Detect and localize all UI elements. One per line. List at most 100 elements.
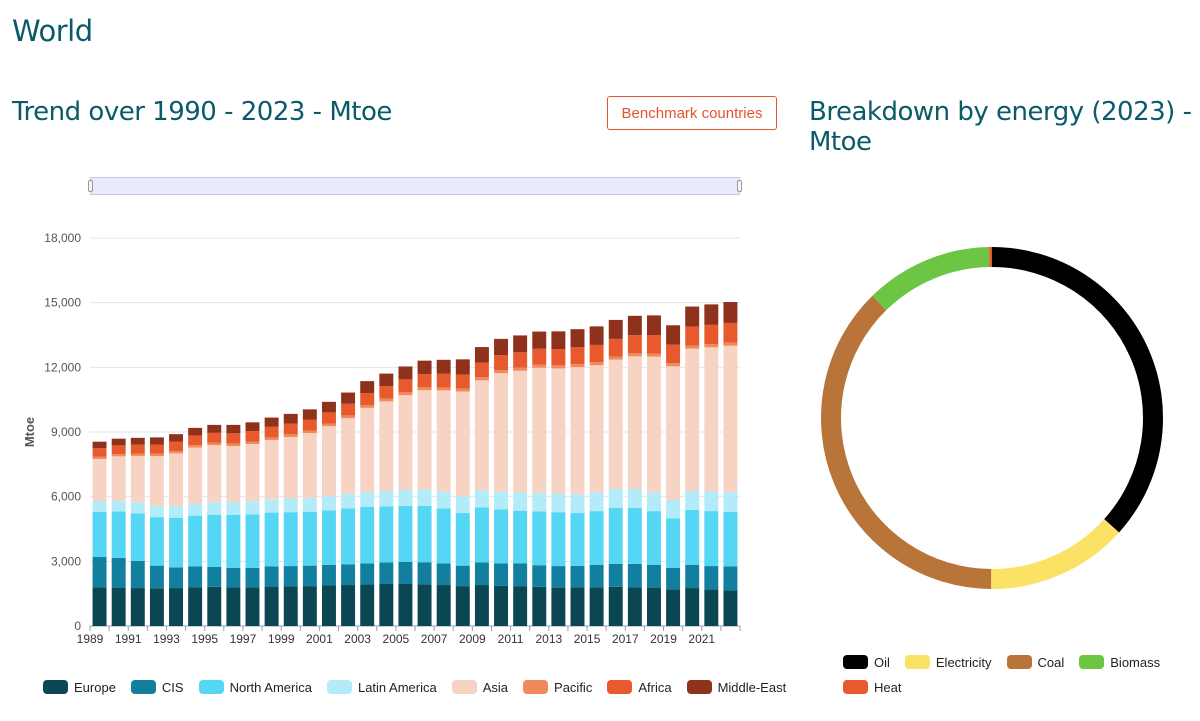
bar-segment-middle-east[interactable] xyxy=(685,306,700,327)
bar-segment-asia[interactable] xyxy=(245,444,260,502)
bar-segment-middle-east[interactable] xyxy=(646,315,661,335)
bar-segment-asia[interactable] xyxy=(226,446,241,503)
bar-segment-middle-east[interactable] xyxy=(494,338,509,356)
legend-item-asia[interactable]: Asia xyxy=(451,679,508,695)
bar-segment-africa[interactable] xyxy=(551,349,566,366)
time-range-slider[interactable] xyxy=(88,177,742,195)
bar-segment-europe[interactable] xyxy=(92,587,107,626)
bar-segment-europe[interactable] xyxy=(302,586,317,626)
bar-segment-cis[interactable] xyxy=(302,565,317,587)
bar-segment-africa[interactable] xyxy=(207,432,222,443)
bar-segment-africa[interactable] xyxy=(302,419,317,431)
bar-segment-asia[interactable] xyxy=(685,348,700,491)
bar-segment-pacific[interactable] xyxy=(283,434,298,437)
bar-segment-middle-east[interactable] xyxy=(226,424,241,434)
bar-segment-middle-east[interactable] xyxy=(532,331,547,349)
bar-segment-europe[interactable] xyxy=(513,586,528,626)
bar-segment-middle-east[interactable] xyxy=(283,413,298,424)
bar-segment-africa[interactable] xyxy=(608,338,623,357)
bar-segment-pacific[interactable] xyxy=(169,450,184,454)
bar-segment-pacific[interactable] xyxy=(92,456,107,459)
bar-segment-africa[interactable] xyxy=(341,403,356,416)
bar-segment-pacific[interactable] xyxy=(723,342,738,346)
bar-segment-north-america[interactable] xyxy=(149,517,164,566)
bar-segment-asia[interactable] xyxy=(149,456,164,506)
bar-segment-north-america[interactable] xyxy=(92,511,107,558)
bar-segment-middle-east[interactable] xyxy=(666,325,681,345)
bar-segment-middle-east[interactable] xyxy=(264,417,279,427)
bar-segment-pacific[interactable] xyxy=(513,367,528,371)
bar-segment-cis[interactable] xyxy=(723,566,738,591)
legend-item-oil[interactable]: Oil xyxy=(843,654,890,670)
bar-segment-latin-america[interactable] xyxy=(646,492,661,512)
donut-slice-coal[interactable] xyxy=(821,295,992,589)
bar-segment-africa[interactable] xyxy=(704,324,719,345)
bar-segment-latin-america[interactable] xyxy=(551,493,566,513)
bar-segment-africa[interactable] xyxy=(92,448,107,457)
bar-segment-africa[interactable] xyxy=(494,355,509,371)
bar-segment-cis[interactable] xyxy=(207,566,222,587)
legend-item-biomass[interactable]: Biomass xyxy=(1079,654,1160,670)
bar-segment-africa[interactable] xyxy=(685,326,700,346)
bar-segment-latin-america[interactable] xyxy=(494,491,509,510)
bar-segment-cis[interactable] xyxy=(494,563,509,586)
bar-segment-middle-east[interactable] xyxy=(149,437,164,445)
bar-segment-latin-america[interactable] xyxy=(417,489,432,506)
bar-segment-europe[interactable] xyxy=(398,583,413,626)
bar-segment-cis[interactable] xyxy=(130,560,145,589)
legend-item-latin-america[interactable]: Latin America xyxy=(326,679,437,695)
bar-segment-middle-east[interactable] xyxy=(360,381,375,393)
bar-segment-europe[interactable] xyxy=(436,585,451,626)
bar-segment-europe[interactable] xyxy=(188,587,203,626)
bar-segment-north-america[interactable] xyxy=(513,510,528,564)
bar-segment-africa[interactable] xyxy=(666,344,681,364)
bar-segment-africa[interactable] xyxy=(455,374,470,389)
bar-segment-pacific[interactable] xyxy=(379,398,394,402)
legend-item-cis[interactable]: CIS xyxy=(130,679,184,695)
bar-segment-north-america[interactable] xyxy=(646,511,661,565)
bar-segment-cis[interactable] xyxy=(341,564,356,586)
bar-segment-latin-america[interactable] xyxy=(283,498,298,513)
bar-segment-north-america[interactable] xyxy=(666,518,681,568)
legend-item-pacific[interactable]: Pacific xyxy=(523,679,592,695)
bar-segment-middle-east[interactable] xyxy=(188,427,203,436)
slider-handle-right[interactable] xyxy=(737,180,742,192)
bar-segment-africa[interactable] xyxy=(513,352,528,368)
bar-segment-asia[interactable] xyxy=(92,458,107,501)
bar-segment-asia[interactable] xyxy=(570,367,585,495)
bar-segment-latin-america[interactable] xyxy=(685,490,700,510)
bar-segment-middle-east[interactable] xyxy=(341,392,356,404)
bar-segment-cis[interactable] xyxy=(666,567,681,590)
bar-segment-cis[interactable] xyxy=(149,565,164,589)
bar-segment-africa[interactable] xyxy=(111,445,126,455)
bar-segment-cis[interactable] xyxy=(283,566,298,587)
bar-segment-pacific[interactable] xyxy=(188,445,203,448)
bar-segment-middle-east[interactable] xyxy=(608,319,623,339)
bar-segment-middle-east[interactable] xyxy=(321,401,336,413)
bar-segment-pacific[interactable] xyxy=(226,443,241,447)
bar-segment-cis[interactable] xyxy=(111,557,126,588)
bar-segment-cis[interactable] xyxy=(436,563,451,586)
bar-segment-europe[interactable] xyxy=(417,584,432,626)
bar-segment-pacific[interactable] xyxy=(436,387,451,391)
bar-segment-cis[interactable] xyxy=(570,565,585,588)
legend-item-europe[interactable]: Europe xyxy=(43,679,116,695)
bar-segment-asia[interactable] xyxy=(302,433,317,498)
bar-segment-middle-east[interactable] xyxy=(379,373,394,387)
bar-segment-latin-america[interactable] xyxy=(207,502,222,515)
bar-segment-asia[interactable] xyxy=(646,356,661,493)
bar-segment-north-america[interactable] xyxy=(169,517,184,568)
bar-segment-middle-east[interactable] xyxy=(436,359,451,374)
bar-segment-africa[interactable] xyxy=(379,386,394,399)
bar-segment-latin-america[interactable] xyxy=(321,496,336,511)
bar-segment-north-america[interactable] xyxy=(188,515,203,567)
bar-segment-africa[interactable] xyxy=(627,335,642,354)
bar-segment-latin-america[interactable] xyxy=(130,502,145,514)
bar-segment-pacific[interactable] xyxy=(474,377,489,381)
bar-segment-north-america[interactable] xyxy=(341,508,356,565)
bar-segment-asia[interactable] xyxy=(551,368,566,494)
bar-segment-africa[interactable] xyxy=(417,374,432,388)
bar-segment-latin-america[interactable] xyxy=(608,488,623,508)
bar-segment-latin-america[interactable] xyxy=(264,499,279,513)
bar-segment-pacific[interactable] xyxy=(398,392,413,396)
